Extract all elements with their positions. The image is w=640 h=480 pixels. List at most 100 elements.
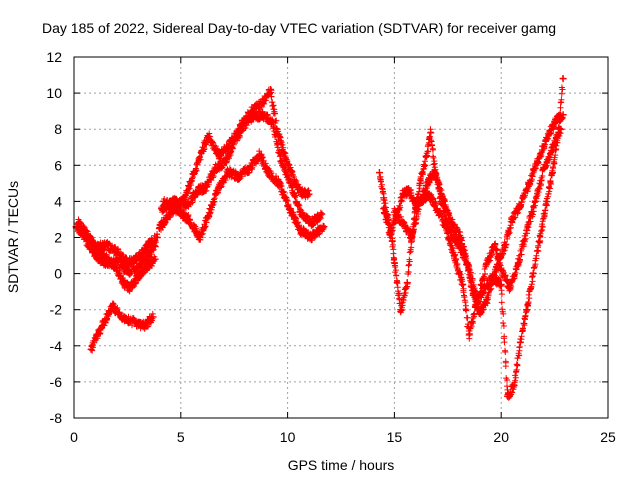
data-point [281, 154, 289, 162]
data-point [465, 331, 473, 339]
y-tick-label: 6 [54, 157, 62, 173]
x-tick-label: 5 [177, 429, 185, 445]
data-point [504, 392, 512, 400]
data-point [320, 223, 328, 231]
series-track-3 [76, 224, 159, 278]
data-point [482, 261, 490, 269]
data-point [307, 234, 315, 241]
data-point [134, 264, 142, 272]
data-point [93, 331, 101, 339]
x-tick-label: 10 [280, 429, 296, 445]
data-point [542, 136, 550, 144]
data-point [427, 129, 435, 137]
data-point [397, 306, 405, 314]
data-point [457, 234, 465, 241]
data-point [173, 206, 181, 214]
data-point [482, 298, 490, 306]
data-point [277, 158, 285, 166]
data-point [375, 169, 383, 177]
data-point [288, 183, 296, 191]
y-tick-label: -6 [50, 374, 63, 390]
series-track-4 [87, 300, 157, 354]
data-point [232, 134, 240, 142]
data-point [506, 284, 514, 292]
data-point [531, 197, 539, 205]
data-point [536, 237, 544, 245]
data-point [399, 219, 407, 227]
data-point [113, 257, 121, 265]
data-point [190, 170, 198, 178]
data-point [153, 234, 161, 241]
data-point [514, 259, 522, 267]
data-point [160, 197, 168, 205]
data-point [134, 273, 142, 281]
data-point [202, 183, 210, 191]
data-point [158, 205, 166, 213]
data-point [151, 243, 159, 251]
x-axis-label: GPS time / hours [288, 457, 395, 473]
data-point [416, 179, 424, 187]
data-point [497, 280, 505, 288]
data-point [145, 241, 153, 249]
data-point [412, 201, 420, 209]
data-point [87, 345, 95, 353]
y-tick-label: 4 [54, 193, 62, 209]
data-point [491, 241, 499, 249]
data-point [399, 190, 407, 198]
data-point [437, 190, 445, 198]
data-point [194, 187, 202, 195]
x-tick-label: 25 [600, 429, 616, 445]
data-point [155, 224, 163, 232]
data-point [296, 226, 304, 234]
data-point [476, 309, 484, 317]
y-axis-label: SDTVAR / TECUs [5, 181, 21, 293]
y-tick-label: -2 [50, 302, 63, 318]
data-point [245, 165, 253, 173]
data-point [258, 100, 266, 108]
data-point [534, 158, 542, 166]
data-point [390, 259, 398, 267]
data-point [215, 152, 223, 160]
data-point [145, 252, 153, 260]
data-point [501, 241, 509, 249]
data-point [497, 266, 505, 274]
data-point [256, 150, 264, 158]
data-point [140, 322, 148, 330]
data-point [450, 252, 458, 260]
data-point [318, 210, 326, 218]
data-point [102, 315, 110, 323]
data-point [119, 279, 127, 287]
x-tick-label: 20 [493, 429, 509, 445]
data-point [516, 338, 524, 346]
data-point [390, 208, 398, 216]
data-point [76, 226, 84, 234]
data-point [422, 152, 430, 160]
y-tick-label: -4 [50, 338, 63, 354]
data-point [213, 187, 221, 195]
data-point [542, 201, 550, 209]
data-point [388, 237, 396, 245]
data-point [205, 132, 213, 140]
data-point [269, 118, 277, 126]
y-tick-label: 2 [54, 230, 62, 246]
series-track-9 [380, 125, 565, 307]
data-point [465, 266, 473, 274]
data-point [264, 169, 272, 177]
data-point [211, 165, 219, 173]
data-point [113, 248, 121, 256]
data-point [403, 279, 411, 287]
data-point [416, 197, 424, 205]
plus-markers [391, 75, 566, 401]
plot-frame [73, 56, 609, 419]
data-point [407, 234, 415, 241]
data-point [425, 176, 433, 184]
x-tick-label: 0 [70, 429, 78, 445]
data-point [258, 111, 266, 119]
data-point [74, 219, 82, 227]
data-point [115, 309, 123, 317]
data-point [286, 205, 294, 213]
data-point [123, 259, 131, 267]
data-point [431, 169, 439, 177]
grid-layer [74, 57, 608, 418]
